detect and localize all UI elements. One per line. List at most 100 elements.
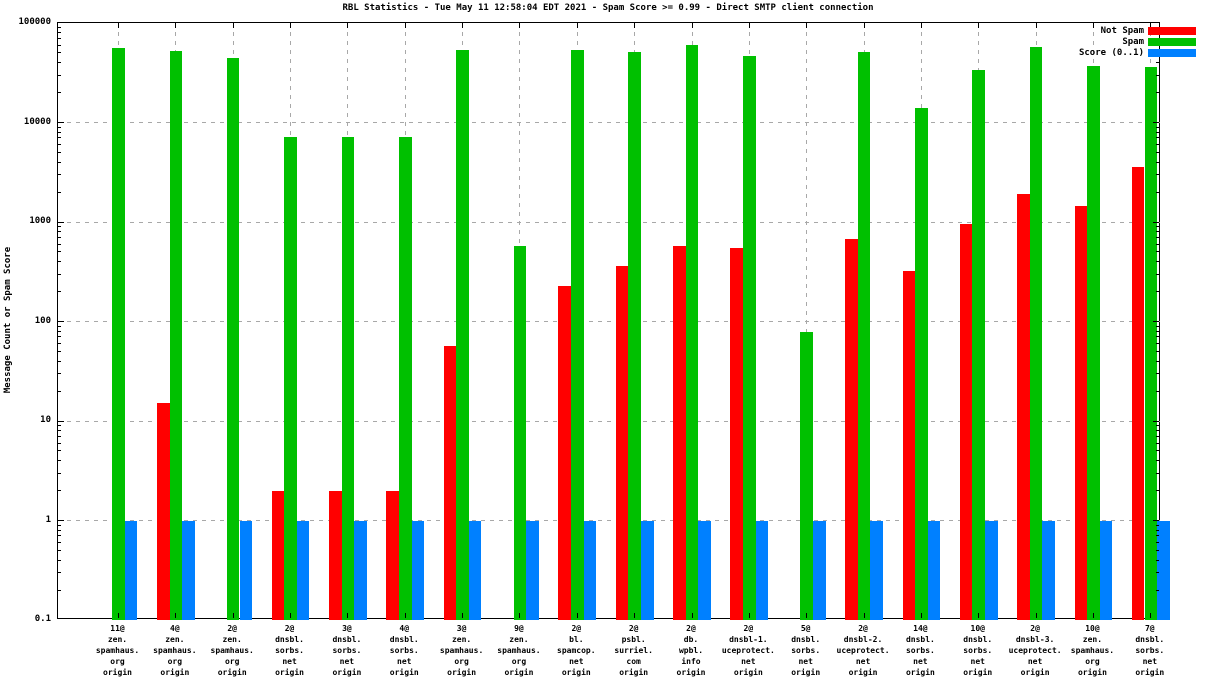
x-tick-top	[634, 23, 636, 28]
h-gridline	[58, 420, 1161, 422]
plot-area	[57, 22, 1170, 620]
bar-score	[985, 520, 998, 620]
y-major-tick	[58, 321, 64, 322]
category-label: 2@ dnsbl-1. uceprotect. net origin	[721, 624, 775, 677]
y-minor-tick	[1156, 62, 1159, 64]
category-label: 10@ dnsbl. sorbs. net origin	[963, 624, 993, 677]
h-gridline	[58, 221, 1161, 223]
bar-spam	[112, 48, 125, 620]
y-minor-tick	[1156, 535, 1159, 537]
y-major-tick	[58, 420, 64, 422]
y-minor-tick	[58, 549, 61, 551]
bar-spam	[628, 52, 641, 620]
y-minor-tick	[58, 442, 61, 444]
bar-score	[239, 520, 253, 620]
x-tick-top	[519, 23, 521, 28]
x-tick-bottom	[863, 613, 865, 618]
y-minor-tick	[58, 336, 61, 338]
x-tick-bottom	[462, 613, 464, 618]
bar-spam	[1144, 67, 1158, 620]
y-major-tick	[1153, 520, 1159, 521]
category-label: 5@ dnsbl. sorbs. net origin	[791, 624, 821, 677]
y-minor-tick	[58, 236, 61, 238]
y-minor-tick	[1156, 137, 1159, 139]
bar-score	[755, 520, 769, 620]
y-major-tick	[58, 520, 64, 521]
bar-spam	[915, 107, 928, 620]
x-tick-bottom	[691, 613, 693, 618]
y-minor-tick	[1156, 92, 1159, 94]
legend-swatch	[1148, 38, 1196, 46]
bar-spam	[456, 49, 469, 620]
bar-not-spam	[730, 247, 744, 620]
y-minor-tick	[58, 350, 61, 352]
y-minor-tick	[1156, 226, 1159, 228]
y-minor-tick	[58, 161, 61, 163]
bar-not-spam	[329, 490, 342, 620]
bar-score	[698, 520, 711, 620]
bar-score	[870, 520, 883, 620]
y-major-tick	[1153, 420, 1159, 422]
bar-score	[583, 520, 597, 620]
x-tick-top	[175, 23, 177, 28]
category-label: 4@ dnsbl. sorbs. net origin	[389, 624, 419, 677]
y-tick-label: 0.1	[34, 614, 51, 624]
y-minor-tick	[58, 343, 61, 345]
bar-not-spam	[558, 285, 571, 620]
y-minor-tick	[58, 589, 61, 591]
x-tick-top	[404, 23, 406, 28]
x-tick-bottom	[519, 613, 521, 618]
bar-spam	[571, 49, 584, 620]
bar-not-spam	[1074, 205, 1088, 620]
x-tick-bottom	[1092, 613, 1094, 618]
y-minor-tick	[1156, 373, 1159, 375]
y-minor-tick	[58, 425, 61, 427]
bar-score	[1157, 520, 1170, 620]
y-minor-tick	[1156, 236, 1159, 238]
y-minor-tick	[58, 126, 61, 128]
y-minor-tick	[1156, 559, 1159, 561]
y-minor-tick	[1156, 161, 1159, 163]
bar-spam	[743, 55, 756, 620]
y-minor-tick	[1156, 291, 1159, 293]
y-minor-tick	[58, 251, 61, 253]
category-label: 11@ zen. spamhaus. org origin	[95, 624, 140, 677]
category-label: 2@ zen. spamhaus. org origin	[210, 624, 254, 677]
category-label: 14@ dnsbl. sorbs. net origin	[905, 624, 935, 677]
bar-spam	[169, 51, 183, 620]
y-minor-tick	[1156, 549, 1159, 551]
x-tick-bottom	[576, 613, 578, 618]
y-tick-label: 1000	[29, 216, 51, 226]
bar-spam	[226, 58, 240, 620]
bar-not-spam	[156, 403, 170, 620]
bar-score	[296, 520, 310, 620]
category-label: 2@ bl. spamcop. net origin	[557, 624, 596, 677]
x-tick-top	[1150, 23, 1152, 28]
category-label: 2@ db. wpbl. info origin	[676, 624, 706, 677]
legend-row: Not Spam	[900, 26, 1206, 36]
bar-spam	[513, 245, 527, 620]
y-minor-tick	[58, 74, 61, 76]
y-minor-tick	[1156, 390, 1159, 392]
legend-row: Spam	[900, 37, 1206, 47]
y-minor-tick	[58, 27, 61, 29]
y-minor-tick	[58, 273, 61, 275]
y-minor-tick	[1156, 231, 1159, 233]
y-minor-tick	[58, 373, 61, 375]
y-minor-tick	[1156, 425, 1159, 427]
y-major-tick	[1153, 122, 1159, 123]
y-minor-tick	[1156, 126, 1159, 128]
v-gridline	[806, 23, 808, 620]
x-tick-top	[1092, 23, 1094, 28]
y-minor-tick	[1156, 191, 1159, 193]
x-tick-bottom	[118, 613, 119, 618]
y-minor-tick	[58, 435, 61, 437]
y-minor-tick	[1156, 460, 1159, 462]
x-tick-bottom	[1150, 613, 1152, 618]
x-tick-top	[920, 23, 922, 28]
bar-not-spam	[615, 266, 629, 620]
y-minor-tick	[1156, 542, 1159, 544]
y-minor-tick	[1156, 273, 1159, 275]
h-gridline	[58, 520, 1161, 521]
